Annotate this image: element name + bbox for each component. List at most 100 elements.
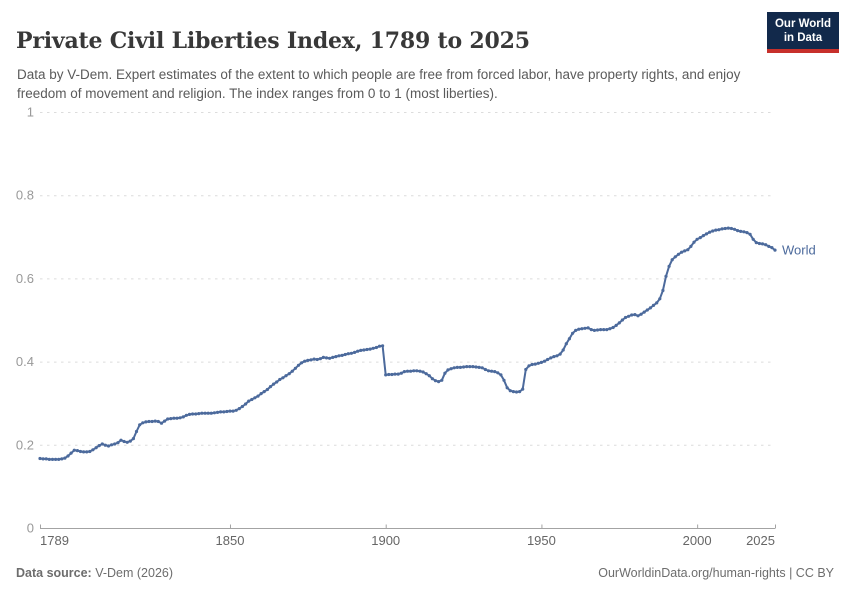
data-point bbox=[561, 348, 565, 352]
data-point bbox=[222, 410, 226, 414]
data-point bbox=[421, 370, 425, 374]
data-point bbox=[571, 331, 575, 335]
data-point bbox=[574, 328, 578, 332]
owid-logo-line2: in Data bbox=[783, 32, 823, 45]
data-point bbox=[723, 226, 727, 231]
data-point bbox=[296, 363, 301, 367]
data-point bbox=[511, 390, 515, 394]
data-point bbox=[636, 314, 640, 318]
data-point bbox=[595, 328, 600, 332]
data-point bbox=[555, 354, 559, 358]
data-point bbox=[592, 328, 597, 332]
data-point bbox=[69, 451, 73, 455]
data-point bbox=[390, 372, 394, 377]
data-point bbox=[440, 378, 444, 382]
data-point bbox=[240, 404, 244, 409]
data-point bbox=[642, 310, 646, 314]
data-point bbox=[287, 372, 291, 376]
data-point bbox=[353, 350, 357, 354]
data-point bbox=[552, 355, 556, 359]
data-point bbox=[680, 250, 684, 254]
data-point bbox=[692, 240, 696, 244]
data-point bbox=[191, 412, 195, 416]
data-point bbox=[736, 229, 740, 233]
data-point bbox=[633, 313, 637, 317]
data-point bbox=[695, 237, 699, 241]
data-point bbox=[54, 457, 58, 461]
data-point bbox=[658, 297, 662, 301]
data-point bbox=[340, 353, 344, 357]
data-point bbox=[94, 446, 98, 450]
data-point bbox=[549, 356, 553, 360]
data-point bbox=[371, 346, 375, 350]
series-end-label[interactable]: World bbox=[782, 243, 816, 258]
data-point bbox=[757, 241, 762, 246]
data-point bbox=[331, 355, 335, 359]
x-axis-tick-label: 1950 bbox=[527, 533, 556, 548]
x-axis-tick-label: 1850 bbox=[216, 533, 245, 548]
data-point bbox=[542, 359, 547, 363]
data-point bbox=[184, 413, 188, 417]
data-point bbox=[110, 443, 114, 447]
data-point bbox=[359, 348, 363, 352]
data-point bbox=[527, 364, 531, 368]
data-point bbox=[315, 357, 319, 362]
data-point bbox=[630, 313, 634, 317]
owid-logo[interactable]: Our World in Data bbox=[766, 12, 839, 53]
data-point bbox=[661, 288, 665, 293]
data-point bbox=[443, 371, 447, 375]
data-point bbox=[166, 417, 170, 421]
data-point bbox=[686, 248, 690, 252]
data-point bbox=[60, 457, 64, 461]
data-point bbox=[458, 365, 462, 369]
data-point bbox=[387, 372, 391, 377]
data-point bbox=[396, 372, 400, 376]
data-point bbox=[128, 439, 132, 443]
data-point bbox=[760, 242, 765, 246]
data-point bbox=[272, 382, 276, 386]
data-point bbox=[172, 416, 176, 420]
data-point bbox=[284, 374, 288, 378]
data-point bbox=[41, 457, 45, 461]
data-point bbox=[244, 402, 248, 406]
data-point bbox=[393, 372, 397, 376]
data-point bbox=[163, 419, 167, 423]
data-point bbox=[433, 379, 438, 383]
data-point bbox=[751, 237, 755, 241]
data-point bbox=[122, 439, 126, 444]
data-point bbox=[278, 377, 282, 382]
data-point bbox=[427, 374, 431, 378]
x-axis-tick-label: 2025 bbox=[746, 533, 775, 548]
data-point bbox=[374, 345, 378, 350]
data-point bbox=[599, 328, 603, 332]
world-series-line[interactable] bbox=[39, 227, 776, 461]
data-point bbox=[530, 362, 534, 367]
data-point bbox=[415, 369, 419, 373]
footer-credit-link[interactable]: OurWorldinData.org/human-rights | CC BY bbox=[598, 566, 834, 580]
data-point bbox=[449, 367, 453, 371]
data-point bbox=[346, 352, 350, 356]
data-point bbox=[206, 411, 210, 415]
data-point bbox=[767, 244, 771, 248]
data-point bbox=[215, 410, 220, 414]
data-point bbox=[321, 355, 325, 359]
data-point bbox=[645, 308, 649, 312]
y-axis-tick-label: 0.2 bbox=[16, 437, 34, 452]
data-point bbox=[268, 385, 273, 389]
page-title: Private Civil Liberties Index, 1789 to 2… bbox=[16, 27, 530, 54]
data-point bbox=[381, 344, 385, 348]
data-point bbox=[639, 312, 643, 316]
data-point bbox=[701, 234, 706, 238]
data-point bbox=[47, 457, 51, 461]
data-point bbox=[169, 417, 173, 421]
data-point bbox=[377, 344, 382, 348]
data-point bbox=[546, 357, 550, 362]
data-point bbox=[446, 368, 450, 372]
data-point bbox=[75, 449, 79, 453]
data-point bbox=[44, 457, 48, 461]
data-point bbox=[704, 232, 709, 236]
data-point bbox=[309, 358, 313, 362]
data-point bbox=[483, 367, 487, 372]
data-point bbox=[452, 366, 456, 370]
data-point bbox=[496, 371, 500, 375]
